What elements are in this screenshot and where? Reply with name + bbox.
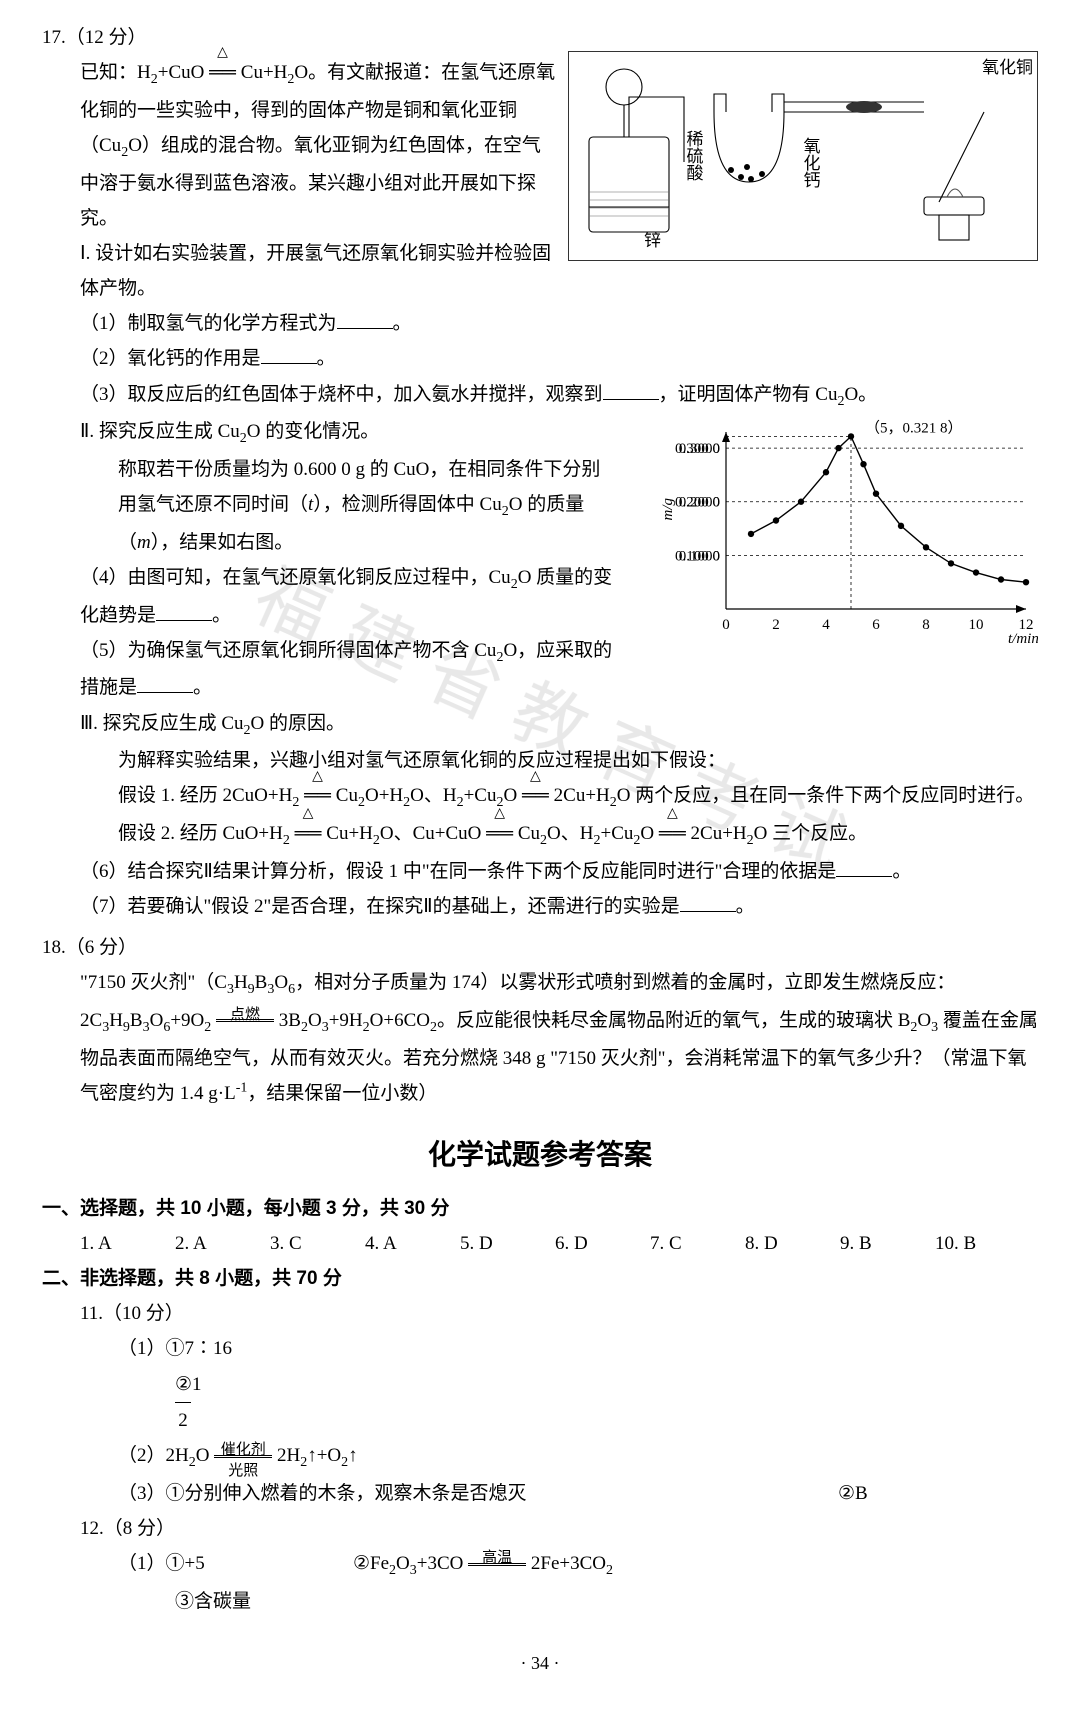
svg-text:6: 6 (872, 617, 880, 633)
q17-p1: 已知：H2+CuO ══ Cu+H2O。有文献报道：在氢气还原氧化铜的一些实验中… (80, 55, 556, 236)
answer-11: 11.（10 分） （1）①7∶16 ②1 2 （2）2H2O 催化剂光照 2H… (42, 1296, 1038, 1510)
q17-3: （3）取反应后的红色固体于烧杯中，加入氨水并搅拌，观察到，证明固体产物有 Cu2… (80, 377, 1038, 415)
apparatus-label-zn: 锌 (644, 225, 661, 256)
apparatus-label-cao: 氧化钙 (794, 137, 825, 188)
svg-text:8: 8 (922, 617, 930, 633)
apparatus-diagram: 氧化铜 稀硫酸 锌 氧化钙 (568, 51, 1038, 261)
q12-1c: ③含碳量 (80, 1584, 1038, 1619)
q17-head: 17.（12 分） (42, 20, 1038, 55)
svg-text:0: 0 (722, 617, 730, 633)
svg-text:（5，0.321 8）: （5，0.321 8） (865, 420, 963, 437)
q17-4: （4）由图可知，在氢气还原氧化铜反应过程中，Cu2O 质量的变化趋势是。 (80, 560, 616, 633)
q17-hyp2: 假设 2. 经历 CuO+H2 ══ Cu+H2O、Cu+CuO ══ Cu2O… (118, 816, 1038, 854)
svg-text:0.200 0: 0.200 0 (675, 495, 720, 511)
mc-answers: 1. A2. A3. C4. A5. D6. D7. C8. D9. B10. … (42, 1226, 1038, 1261)
mc-answer: 2. A (175, 1226, 270, 1261)
q17-6: （6）结合探究Ⅱ结果计算分析，假设 1 中"在同一条件下两个反应能同时进行"合理… (80, 854, 1038, 889)
q17-III: Ⅲ. 探究反应生成 Cu2O 的原因。 (80, 706, 1038, 744)
q17-II: Ⅱ. 探究反应生成 Cu2O 的变化情况。 (80, 414, 616, 452)
svg-text:10: 10 (969, 617, 984, 633)
apparatus-label-acid: 稀硫酸 (677, 130, 708, 181)
q11-1b: ②1 2 (80, 1367, 1038, 1438)
q17-5: （5）为确保氢气还原氧化铜所得固体产物不含 Cu2O，应采取的措施是。 (80, 633, 616, 706)
q17-II-p: 称取若干份质量均为 0.600 0 g 的 CuO，在相同条件下分别用氢气还原不… (118, 452, 616, 560)
q18-body: "7150 灭火剂"（C3H9B3O6，相对分子质量为 174）以雾状形式喷射到… (42, 965, 1038, 1111)
q17-I: Ⅰ. 设计如右实验装置，开展氢气还原氧化铜实验并检验固体产物。 (80, 236, 556, 306)
question-18: 18.（6 分） "7150 灭火剂"（C3H9B3O6，相对分子质量为 174… (42, 930, 1038, 1111)
mc-answer: 5. D (460, 1226, 555, 1261)
svg-text:2: 2 (772, 617, 780, 633)
svg-text:0.100 0: 0.100 0 (675, 549, 720, 565)
q18-head: 18.（6 分） (42, 930, 1038, 965)
mc-answer: 6. D (555, 1226, 650, 1261)
q11-1a: （1）①7∶16 (80, 1331, 1038, 1366)
mc-answer: 3. C (270, 1226, 365, 1261)
q17-hyp1: 假设 1. 经历 2CuO+H2 ══ Cu2O+H2O、H2+Cu2O ══ … (118, 778, 1038, 816)
q11-head: 11.（10 分） (80, 1296, 1038, 1331)
answer-12: 12.（8 分） （1）①+5 ②Fe2O3+3CO 高温 2Fe+3CO2 ③… (42, 1511, 1038, 1619)
q17-2: （2）氧化钙的作用是。 (80, 341, 1038, 376)
svg-text:4: 4 (822, 617, 830, 633)
svg-text:t/min: t/min (1008, 631, 1038, 644)
q17-III-p: 为解释实验结果，兴趣小组对氢气还原氧化铜的反应过程提出如下假设： (118, 743, 1038, 778)
mc-answer: 10. B (935, 1226, 1030, 1261)
q17-1: （1）制取氢气的化学方程式为。 (80, 306, 1038, 341)
mc-answer: 7. C (650, 1226, 745, 1261)
q11-2: （2）2H2O 催化剂光照 2H2↑+O2↑ (80, 1438, 1038, 1476)
question-17: 17.（12 分） 已知：H2+CuO ══ Cu+H2O。有文献报道：在氢气还… (42, 20, 1038, 924)
section-2: 二、非选择题，共 8 小题，共 70 分 (42, 1261, 1038, 1296)
q12-head: 12.（8 分） (80, 1511, 1038, 1546)
mc-answer: 8. D (745, 1226, 840, 1261)
answer-title: 化学试题参考答案 (42, 1129, 1038, 1181)
mc-answer: 9. B (840, 1226, 935, 1261)
q17-7: （7）若要确认"假设 2"是否合理，在探究Ⅱ的基础上，还需进行的实验是。 (80, 889, 1038, 924)
cu2o-mass-graph: 0.10000.20000.30000.100 00.200 00.300 00… (658, 414, 1038, 644)
mc-answer: 4. A (365, 1226, 460, 1261)
svg-text:m/g: m/g (660, 498, 676, 521)
mc-answer: 1. A (80, 1226, 175, 1261)
apparatus-label-cuo: 氧化铜 (982, 52, 1033, 83)
page-number: · 34 · (42, 1647, 1038, 1680)
section-1: 一、选择题，共 10 小题，每小题 3 分，共 30 分 (42, 1191, 1038, 1226)
q12-1: （1）①+5 ②Fe2O3+3CO 高温 2Fe+3CO2 (80, 1546, 1038, 1584)
svg-text:0.300 0: 0.300 0 (675, 441, 720, 457)
